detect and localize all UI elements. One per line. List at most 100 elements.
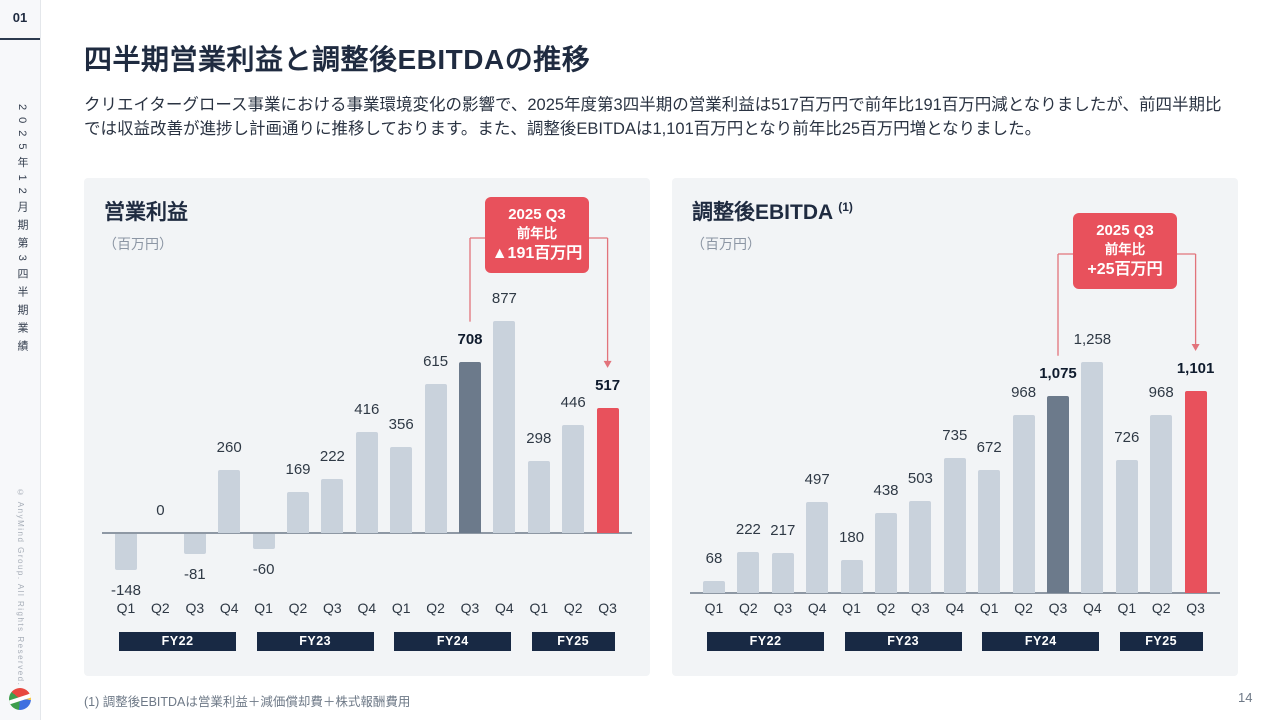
x-axis-tick-label: Q2 bbox=[563, 600, 583, 616]
chart-bar-Q2-5 bbox=[875, 512, 897, 593]
x-axis-tick-label: Q2 bbox=[288, 600, 308, 616]
chart-bar-Q4-7 bbox=[943, 458, 966, 593]
bar-value-label: 298 bbox=[526, 429, 552, 447]
x-axis-tick-label: Q4 bbox=[495, 600, 514, 616]
chart-bar-Q3-6 bbox=[321, 479, 344, 533]
callout-quarter-label: 2025 Q3 bbox=[508, 206, 566, 223]
chart-bar-Q3-10 bbox=[459, 361, 481, 533]
chart-panel-adjusted-ebitda: 調整後EBITDA (1) （百万円） 68 Q1 222 Q2 217 Q3 497 Q4 1… bbox=[672, 178, 1238, 676]
bar-value-label: 968 bbox=[1148, 384, 1174, 402]
bar-value-label: 708 bbox=[457, 330, 483, 348]
bar-value-label: 416 bbox=[354, 401, 380, 419]
x-axis-tick-label: Q1 bbox=[254, 600, 273, 616]
chart-bar-Q2-1 bbox=[737, 552, 760, 593]
x-axis-line bbox=[102, 532, 632, 534]
bar-value-label: 726 bbox=[1114, 428, 1140, 446]
chart-bar-Q1-8 bbox=[390, 446, 413, 533]
bar-value-label: 217 bbox=[770, 522, 796, 540]
fiscal-year-box-FY23: FY23 bbox=[844, 632, 962, 651]
x-axis-line bbox=[690, 592, 1220, 594]
arrow-down-icon bbox=[1191, 343, 1200, 351]
x-axis-tick-label: Q2 bbox=[739, 600, 758, 616]
bar-value-label: 735 bbox=[942, 427, 968, 445]
bar-chart-adjusted-ebitda: 68 Q1 222 Q2 217 Q3 497 Q4 180 Q1 438 Q2 503 Q3 735 Q4 6… bbox=[672, 178, 1238, 676]
bar-value-label: 446 bbox=[560, 394, 586, 412]
x-axis-tick-label: Q1 bbox=[979, 600, 999, 616]
x-axis-tick-label: Q2 bbox=[426, 600, 445, 616]
yoy-callout-badge: 2025 Q3 前年比 ▲191百万円 bbox=[485, 197, 589, 273]
chart-bar-Q3-2 bbox=[183, 534, 206, 554]
chart-bar-Q2-13 bbox=[562, 425, 585, 533]
x-axis-tick-label: Q4 bbox=[219, 600, 239, 616]
chart-bar-Q3-2 bbox=[771, 553, 794, 593]
chart-bar-Q1-8 bbox=[978, 469, 1001, 593]
x-axis-tick-label: Q3 bbox=[1048, 600, 1068, 616]
chart-bar-Q1-4 bbox=[252, 534, 275, 549]
x-axis-tick-label: Q1 bbox=[116, 600, 136, 616]
chart-bar-Q4-11 bbox=[1081, 362, 1104, 593]
chart-bar-Q4-3 bbox=[218, 470, 241, 533]
page-number: 14 bbox=[1238, 690, 1253, 705]
callout-quarter-label: 2025 Q3 bbox=[1096, 222, 1154, 239]
bar-value-label: 517 bbox=[595, 376, 621, 394]
sidebar-vertical-title: 2025年12月期第3四半期業績 bbox=[16, 104, 28, 358]
summary-paragraph: クリエイターグロース事業における事業環境変化の影響で、2025年度第3四半期の営… bbox=[84, 96, 1222, 138]
chart-bar-Q2-9 bbox=[424, 384, 447, 533]
callout-yoy-label: 前年比 bbox=[1104, 242, 1146, 257]
x-axis-tick-label: Q4 bbox=[807, 600, 827, 616]
fiscal-year-box-FY24: FY24 bbox=[982, 632, 1100, 651]
chart-bar-Q3-10 bbox=[1047, 395, 1069, 593]
x-axis-tick-label: Q3 bbox=[460, 600, 480, 616]
fiscal-year-box-FY25: FY25 bbox=[531, 632, 615, 651]
x-axis-tick-label: Q4 bbox=[945, 600, 965, 616]
x-axis-tick-label: Q3 bbox=[773, 600, 793, 616]
arrow-down-icon bbox=[603, 360, 612, 368]
callout-delta-value: +25百万円 bbox=[1087, 261, 1163, 278]
x-axis-tick-label: Q2 bbox=[151, 600, 170, 616]
copyright-text: © AnyMind Group. All Rights Reserved. bbox=[16, 488, 25, 687]
fiscal-year-box-FY24: FY24 bbox=[394, 632, 512, 651]
bar-value-label: 1,075 bbox=[1039, 364, 1077, 382]
bar-value-label: 497 bbox=[804, 470, 830, 488]
chart-bar-Q4-3 bbox=[806, 501, 829, 593]
fiscal-year-box-FY25: FY25 bbox=[1119, 632, 1203, 651]
chart-bar-Q2-9 bbox=[1012, 415, 1035, 593]
bar-value-label: -81 bbox=[183, 565, 206, 583]
bar-value-label: 222 bbox=[735, 521, 761, 539]
bar-value-label: 0 bbox=[156, 502, 165, 519]
x-axis-tick-label: Q4 bbox=[357, 600, 377, 616]
chart-bar-Q4-7 bbox=[355, 432, 378, 533]
chart-bar-Q3-14 bbox=[596, 407, 619, 533]
yoy-callout-badge: 2025 Q3 前年比 +25百万円 bbox=[1073, 213, 1177, 289]
bar-value-label: 356 bbox=[388, 415, 414, 433]
bar-value-label: 1,258 bbox=[1073, 331, 1112, 349]
sidebar: 01 2025年12月期第3四半期業績 © AnyMind Group. All… bbox=[0, 0, 41, 720]
callout-delta-value: ▲191百万円 bbox=[491, 245, 583, 262]
chart-panel-operating-profit: 営業利益 （百万円） -148 Q1 0 Q2 -81 Q3 260 Q4 -60 Q1 169 Q2… bbox=[84, 178, 650, 676]
chart-bar-Q1-12 bbox=[1115, 459, 1138, 593]
footnote-marker: (1) bbox=[838, 200, 853, 214]
x-axis-tick-label: Q1 bbox=[1117, 600, 1137, 616]
x-axis-tick-label: Q1 bbox=[842, 600, 861, 616]
bar-chart-operating-profit: -148 Q1 0 Q2 -81 Q3 260 Q4 -60 Q1 169 Q2 222 Q3 416 Q4 3… bbox=[84, 178, 650, 676]
bar-value-label: 222 bbox=[319, 448, 345, 466]
chart-bar-Q2-13 bbox=[1150, 415, 1173, 593]
x-axis-tick-label: Q1 bbox=[529, 600, 549, 616]
x-axis-tick-label: Q4 bbox=[1083, 600, 1102, 616]
x-axis-tick-label: Q3 bbox=[1186, 600, 1205, 616]
x-axis-tick-label: Q2 bbox=[1151, 600, 1171, 616]
bar-value-label: 877 bbox=[491, 289, 517, 307]
bar-value-label: 68 bbox=[705, 549, 723, 567]
chart-bar-Q3-6 bbox=[909, 500, 932, 593]
anymind-logo-icon bbox=[9, 688, 31, 710]
bar-value-label: -148 bbox=[110, 581, 142, 599]
bar-value-label: 438 bbox=[873, 481, 899, 499]
chart-title-text: 調整後EBITDA bbox=[692, 201, 833, 224]
callout-yoy-label: 前年比 bbox=[516, 226, 558, 241]
x-axis-tick-label: Q3 bbox=[911, 600, 930, 616]
chart-title-adjusted-ebitda: 調整後EBITDA (1) bbox=[692, 196, 853, 226]
chart-unit-label: （百万円） bbox=[691, 236, 761, 252]
footnote: (1) 調整後EBITDAは営業利益＋減価償却費＋株式報酬費用 bbox=[84, 695, 411, 709]
x-axis-tick-label: Q1 bbox=[704, 600, 724, 616]
